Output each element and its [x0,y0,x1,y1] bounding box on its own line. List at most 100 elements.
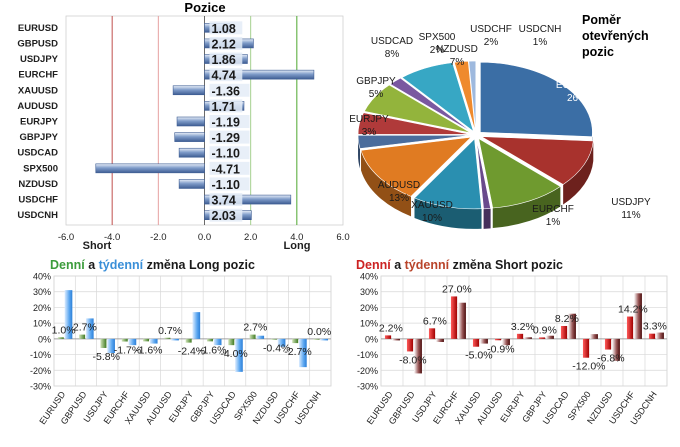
daily-bar [270,338,277,340]
daily-bar [384,335,392,339]
value-label-box [209,83,250,97]
daily-bar [582,338,590,358]
position-bar [174,132,205,142]
pie-slice [401,62,475,133]
weekly-bar [213,338,222,346]
value-label-box [209,52,243,66]
daily-bar [164,337,171,339]
daily-bar [249,334,256,339]
y-tick-label: 40% [33,272,51,282]
daily-bar [406,338,414,352]
x-tick-label: -4.0 [104,232,120,243]
daily-bar [428,328,436,339]
daily-bar [648,333,656,339]
pie-slice [453,60,476,132]
value-label-box [209,208,243,222]
value-label: -4.0% [220,348,247,360]
weekly-bar [392,338,400,341]
daily-bar [472,338,480,347]
chart-title: Denní a týdenní změna Long pozic [50,258,255,272]
pie-slice [360,136,472,197]
y-tick-label: 30% [33,287,51,297]
category-label: SPX500 [23,163,58,174]
daily-bar [228,338,235,346]
pie-slice [357,135,471,149]
daily-bar [516,333,524,339]
value-label-box [209,130,250,144]
y-tick-label: -10% [357,350,378,360]
position-bar [95,163,205,174]
category-label: GBPJPY [19,132,58,143]
weekly-bar [149,338,158,344]
value-label: -8.0% [399,354,426,366]
weekly-bar [192,312,201,339]
slice-percent: 2% [430,45,445,56]
chart-title: Pozice [184,0,225,15]
slice-label: USDCNH [519,24,562,35]
slice-percent: 13% [389,193,409,204]
category-label: USDJPY [20,54,59,65]
daily-bar [292,338,299,344]
value-label: 4.74 [212,69,236,83]
title-part: Denní [50,258,85,272]
value-label: -4.71 [212,162,241,176]
category-label: EURUSD [18,23,58,34]
x-tick-label: 2.0 [244,232,257,243]
chart-title: Denní a týdenní změna Short pozic [356,258,563,272]
y-tick-label: 20% [33,303,51,313]
weekly-bar [590,334,598,339]
position-bar [176,116,205,127]
y-tick-label: 10% [33,319,51,329]
slice-label: SPX500 [419,32,456,43]
value-label: 1.0% [52,324,76,336]
daily-bar [185,338,192,343]
value-label-box [209,146,250,160]
slice-label: USDCAD [371,36,413,47]
weekly-bar [64,290,73,339]
weekly-bar [546,335,554,339]
weekly-bar [656,332,664,339]
daily-bar [143,338,150,342]
slice-label: GBPUSD [596,132,638,143]
value-label: -1.36 [212,84,241,98]
daily-bar [626,316,634,339]
weekly-bar [256,335,265,339]
x-tick-label: -6.0 [58,232,74,243]
value-label: -2.4% [178,346,205,358]
category-label: GBPUSD [17,38,58,49]
value-label: 1.08 [212,22,236,36]
value-label: -0.4% [263,342,290,354]
value-label-box [209,115,250,128]
value-label: 0.9% [533,324,557,336]
pie-slice-side [492,186,561,229]
daily-bar [313,338,320,340]
pie-title-line: Poměr [582,13,621,27]
slice-label: USDCHF [470,24,512,35]
y-tick-label: -30% [357,382,378,392]
x-tick-label: -2.0 [150,232,166,243]
value-label: -1.19 [212,116,241,130]
daily-bar [100,338,107,348]
weekly-bar [436,338,444,342]
slice-percent: 1% [533,37,548,48]
y-tick-label: -20% [357,366,378,376]
position-bar [172,85,205,96]
weekly-bar [299,338,307,368]
y-tick-label: -30% [30,382,51,392]
value-label: 3.2% [511,321,535,333]
short-label: Short [83,240,112,252]
value-label: -1.29 [212,131,241,145]
value-label-box [209,36,243,50]
x-tick-label: 4.0 [290,232,303,243]
value-label-box [209,193,243,207]
value-label: -0.9% [487,343,514,355]
pie-slice [478,137,561,209]
weekly-bar [634,293,642,339]
value-label: 8.2% [555,313,579,325]
weekly-bar [524,337,532,339]
position-bar [178,179,205,189]
y-tick-label: 0% [365,334,378,344]
category-label: USDCNH [17,210,58,221]
slice-label: EURCHF [532,204,574,215]
